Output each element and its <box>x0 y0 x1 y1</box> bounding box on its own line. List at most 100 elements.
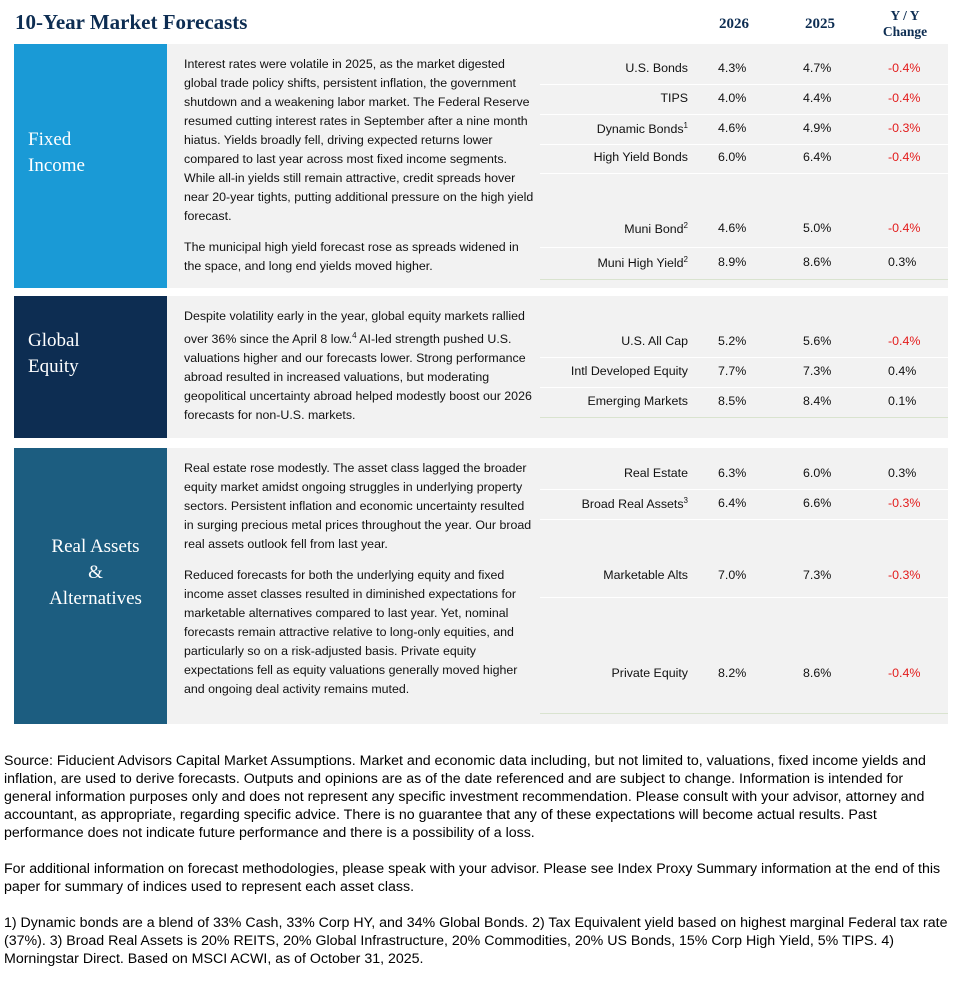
section-label: Global Equity <box>28 328 163 380</box>
section-label-line: Equity <box>28 356 79 377</box>
cell-value: 6.3% <box>718 466 747 480</box>
footnote-marker: 2 <box>683 221 688 230</box>
row-separator <box>540 417 948 418</box>
column-header: 2026 <box>719 16 749 32</box>
cell-value: 8.9% <box>718 255 747 269</box>
cell-value: 0.1% <box>888 394 917 408</box>
paragraph-text: AI-led strength pushed U.S. valuations h… <box>184 332 532 423</box>
cell-value: -0.4% <box>888 91 921 105</box>
cell-value: 8.2% <box>718 666 747 680</box>
row-name-text: Marketable Alts <box>603 568 688 582</box>
cell-value: 8.6% <box>803 255 832 269</box>
footnote-marker: 1 <box>683 121 688 130</box>
row-separator <box>540 489 948 490</box>
cell-value: 8.5% <box>718 394 747 408</box>
cell-value: 0.4% <box>888 364 917 378</box>
cell-value: 6.6% <box>803 496 832 510</box>
cell-value: 8.4% <box>803 394 832 408</box>
cell-value: 4.3% <box>718 61 747 75</box>
footnote-marker: 3 <box>683 496 688 505</box>
paragraph: Real estate rose modestly. The asset cla… <box>184 459 534 554</box>
column-header: Y / Y Change <box>882 8 928 39</box>
cell-value: -0.4% <box>888 61 921 75</box>
cell-value: 8.6% <box>803 666 832 680</box>
cell-value: 5.2% <box>718 334 747 348</box>
paragraph: Despite volatility early in the year, gl… <box>184 307 534 425</box>
cell-value: -0.3% <box>888 121 921 135</box>
row-separator <box>540 387 948 388</box>
cell-value: -0.4% <box>888 666 921 680</box>
cell-value: 7.3% <box>803 364 832 378</box>
section-background <box>167 448 948 724</box>
footer-paragraph: 1) Dynamic bonds are a blend of 33% Cash… <box>4 915 948 967</box>
column-header: 2025 <box>805 16 835 32</box>
paragraph: Reduced forecasts for both the underlyin… <box>184 566 534 699</box>
cell-value: 7.0% <box>718 568 747 582</box>
cell-value: 0.3% <box>888 255 917 269</box>
row-name: Muni Bond2 <box>388 221 688 236</box>
section-background <box>167 296 948 438</box>
section-label-line: Fixed <box>28 129 72 150</box>
row-name-text: Muni High Yield <box>597 256 684 271</box>
row-name-text: Intl Developed Equity <box>570 364 688 378</box>
paragraph-text: Despite volatility early in the year, gl… <box>184 309 525 347</box>
cell-value: -0.4% <box>888 150 921 164</box>
paragraph: The municipal high yield forecast rose a… <box>184 238 534 276</box>
cell-value: 0.3% <box>888 466 917 480</box>
footer-paragraph: For additional information on forecast m… <box>4 861 941 895</box>
paragraph-text: Reduced forecasts for both the underlyin… <box>184 568 518 696</box>
row-separator <box>540 519 948 520</box>
row-name-text: U.S. Bonds <box>625 61 688 75</box>
row-name: U.S. All Cap <box>388 334 688 348</box>
cell-value: -0.4% <box>888 334 921 348</box>
footnote-marker: 2 <box>683 255 688 264</box>
footer-paragraph: Source: Fiducient Advisors Capital Marke… <box>4 753 926 841</box>
title: 10-Year Market Forecasts <box>15 10 248 34</box>
row-name: Broad Real Assets3 <box>388 496 688 511</box>
section-band: Real Assets & Alternatives <box>14 448 167 724</box>
cell-value: 7.7% <box>718 364 747 378</box>
section-label: Fixed Income <box>28 127 163 179</box>
row-separator <box>540 144 948 145</box>
section-band: Global Equity <box>14 296 167 438</box>
cell-value: 7.3% <box>803 568 832 582</box>
row-name: Marketable Alts <box>388 568 688 582</box>
row-name-text: Private Equity <box>611 666 688 680</box>
cell-value: 4.6% <box>718 221 747 235</box>
row-separator <box>540 713 948 714</box>
row-name-text: Dynamic Bonds <box>596 122 684 137</box>
section-label-line: Global <box>28 330 80 351</box>
row-separator <box>540 247 948 248</box>
row-name: Dynamic Bonds1 <box>388 121 688 136</box>
row-name-text: High Yield Bonds <box>593 150 688 164</box>
cell-value: -0.3% <box>888 496 921 510</box>
cell-value: 4.4% <box>803 91 832 105</box>
section-text: Real estate rose modestly. The asset cla… <box>184 459 534 711</box>
row-name: Real Estate <box>388 466 688 480</box>
section-label-line: Income <box>28 155 85 176</box>
footnote-marker: 4 <box>352 331 357 340</box>
cell-value: 6.0% <box>718 150 747 164</box>
cell-value: -0.3% <box>888 568 921 582</box>
row-separator <box>540 114 948 115</box>
row-separator <box>540 279 948 280</box>
row-name: Private Equity <box>388 666 688 680</box>
footer: Source: Fiducient Advisors Capital Marke… <box>4 752 954 986</box>
row-name-text: Muni Bond <box>624 222 684 237</box>
cell-value: 6.4% <box>718 496 747 510</box>
row-name: TIPS <box>388 91 688 105</box>
row-name-text: TIPS <box>660 91 688 105</box>
row-separator <box>540 357 948 358</box>
row-separator <box>540 173 948 174</box>
section-band: Fixed Income <box>14 44 167 288</box>
section-label-line: Real Assets <box>51 536 140 557</box>
paragraph-text: Interest rates were volatile in 2025, as… <box>184 57 534 223</box>
section-text: Despite volatility early in the year, gl… <box>184 307 534 437</box>
row-name-text: U.S. All Cap <box>621 334 688 348</box>
cell-value: 4.7% <box>803 61 832 75</box>
cell-value: -0.4% <box>888 221 921 235</box>
row-name: Emerging Markets <box>388 394 688 408</box>
cell-value: 5.0% <box>803 221 832 235</box>
